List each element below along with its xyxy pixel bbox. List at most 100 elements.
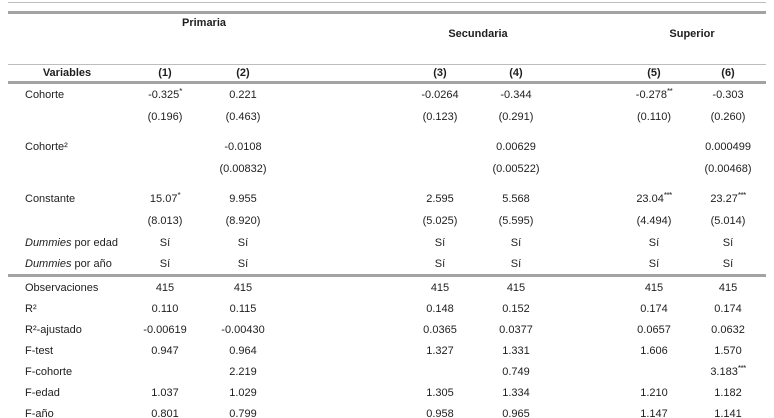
gap-cell [8, 128, 766, 136]
value-cell: 0.749 [502, 365, 530, 378]
dummy-row: Dummies por año Sí Sí Sí Sí Sí Sí [8, 253, 766, 276]
value-cell: -0.325* [148, 87, 182, 102]
se-row: (8.013) (8.920) (5.025) (5.595) (4.494) (5.01… [8, 210, 766, 232]
value-cell [402, 136, 478, 158]
group-header-row: Primaria Secundaria Superior [8, 12, 767, 65]
stat-row: F-test 0.947 0.964 1.327 1.331 1.606 1.570 [8, 340, 766, 361]
value-cell: 0.115 [229, 302, 257, 315]
value-cell: 0.0657 [637, 323, 671, 336]
value-cell: 1.210 [640, 386, 668, 399]
value-cell: 9.955 [229, 193, 257, 205]
value-cell: 0.148 [426, 302, 454, 315]
spacer-cell [282, 158, 402, 180]
value-cell: 415 [690, 274, 767, 298]
dummy-row: Dummies por edad Sí Sí Sí Sí Sí Sí [8, 232, 766, 253]
value-cell: Sí [237, 236, 249, 249]
se-row: (0.00832) (0.00522) (0.00468) [8, 158, 766, 180]
value-cell: 1.334 [502, 386, 530, 399]
value-cell: Sí [648, 257, 660, 270]
group-header-superior: Superior [618, 12, 767, 65]
spacer-cell [282, 210, 402, 232]
value-cell: 2.219 [229, 365, 257, 378]
se-row: (0.196) (0.463) (0.123) (0.291) (0.110) (0.26… [8, 106, 766, 128]
group-header-empty [8, 12, 126, 65]
significance-stars: * [177, 191, 181, 200]
value-cell: 3.183*** [710, 363, 746, 378]
row-label: F-test [25, 344, 54, 357]
spacer-cell [554, 298, 618, 319]
value-cell: 2.595 [426, 193, 454, 205]
spacer-cell [554, 210, 618, 232]
value-cell: Sí [237, 257, 249, 270]
significance-stars: * [179, 87, 182, 96]
row-label: F-edad [25, 386, 60, 399]
significance-stars: *** [663, 191, 672, 200]
spacer-cell [282, 298, 402, 319]
value-cell: (5.025) [422, 215, 458, 227]
value-cell: -0.00619 [143, 323, 187, 336]
spacer-cell [554, 12, 618, 65]
value-cell: (0.260) [710, 111, 746, 123]
value-cell: (0.00832) [219, 163, 267, 175]
spacer-cell [554, 340, 618, 361]
value-cell: Sí [510, 257, 522, 270]
table-body: Primaria Secundaria Superior Variables (1) (2… [8, 12, 767, 418]
spacer-cell [282, 319, 402, 340]
value-cell: (6) [690, 64, 767, 84]
row-label: Variables [8, 64, 126, 84]
value-cell: 415 [402, 274, 478, 298]
value-cell: 415 [618, 274, 690, 298]
spacer-cell [282, 188, 402, 210]
value-cell: 1.037 [151, 386, 179, 399]
stat-row: R² 0.110 0.115 0.148 0.152 0.174 0.174 [8, 298, 766, 319]
gap-row [8, 128, 766, 136]
value-cell: Sí [159, 257, 171, 270]
significance-stars: *** [737, 363, 746, 373]
value-cell [618, 361, 690, 382]
value-cell: (0.00522) [492, 163, 540, 175]
value-cell: 23.27*** [710, 191, 746, 206]
value-cell [126, 158, 204, 180]
value-cell: 1.182 [714, 386, 742, 399]
value-cell: (4.494) [636, 215, 672, 227]
regression-results-table: Primaria Secundaria Superior Variables (1) (2… [8, 11, 767, 418]
spacer-cell [282, 232, 402, 253]
spacer-cell [282, 12, 402, 65]
group-header-primaria: Primaria [126, 12, 282, 65]
value-cell [126, 361, 204, 382]
value-cell: -0.278** [635, 87, 673, 102]
value-cell: 15.07* [149, 191, 181, 206]
spacer-cell [554, 361, 618, 382]
significance-stars: *** [737, 191, 746, 200]
stat-row: R²-ajustado -0.00619 -0.00430 0.0365 0.0377 0… [8, 319, 766, 340]
value-cell: Sí [722, 236, 734, 249]
stat-row: Observaciones 415 415 415 415 415 415 [8, 274, 767, 298]
row-label: R² [25, 302, 37, 315]
value-cell: 0.958 [426, 407, 454, 418]
spacer-cell [282, 403, 402, 418]
value-cell: 1.606 [640, 344, 668, 357]
spacer-cell [282, 136, 402, 158]
value-cell: 5.568 [502, 193, 530, 205]
spacer-cell [554, 232, 618, 253]
value-cell [618, 158, 690, 180]
group-header-secundaria: Secundaria [402, 12, 554, 65]
value-cell: (8.920) [225, 215, 261, 227]
value-cell: (5.595) [498, 215, 534, 227]
value-cell: -0.00430 [221, 323, 265, 336]
value-cell: (0.463) [225, 111, 261, 123]
spacer-cell [554, 106, 618, 128]
spacer-cell [554, 158, 618, 180]
row-label: Observaciones [8, 274, 126, 298]
value-cell: 1.570 [714, 344, 742, 357]
spacer-cell [282, 64, 402, 84]
value-cell: 0.174 [640, 302, 668, 315]
value-cell: Sí [510, 236, 522, 249]
row-label: F-año [25, 407, 54, 418]
value-cell: (5.014) [710, 215, 746, 227]
value-cell: 0.801 [151, 407, 179, 418]
value-cell: Sí [722, 257, 734, 270]
value-cell: (0.291) [498, 111, 534, 123]
significance-stars: ** [666, 87, 673, 96]
